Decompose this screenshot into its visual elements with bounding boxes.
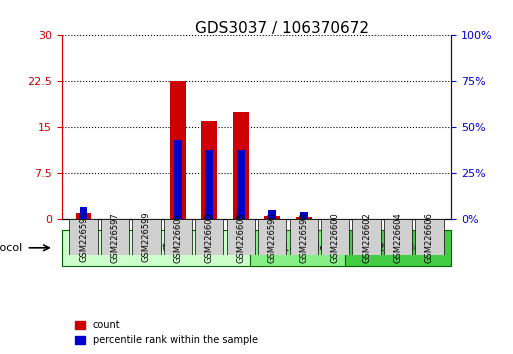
- Bar: [300, 212, 308, 219]
- FancyBboxPatch shape: [69, 219, 97, 255]
- Bar: [264, 216, 280, 219]
- Text: GSM226600: GSM226600: [330, 212, 340, 263]
- FancyBboxPatch shape: [345, 230, 451, 266]
- FancyBboxPatch shape: [384, 219, 412, 255]
- Text: GSM226606: GSM226606: [425, 212, 434, 263]
- Bar: [170, 81, 186, 219]
- Bar: [233, 112, 249, 219]
- Text: GSM226603: GSM226603: [205, 212, 214, 263]
- Bar: [268, 210, 276, 219]
- Text: GSM226599: GSM226599: [142, 212, 151, 263]
- Legend: count, percentile rank within the sample: count, percentile rank within the sample: [71, 316, 262, 349]
- FancyBboxPatch shape: [101, 219, 129, 255]
- Text: Jmjd1a depletion: Jmjd1a depletion: [263, 243, 345, 253]
- Bar: [237, 149, 245, 219]
- Bar: [205, 149, 213, 219]
- Text: GDS3037 / 106370672: GDS3037 / 106370672: [195, 21, 369, 36]
- FancyBboxPatch shape: [289, 219, 318, 255]
- Text: GSM226604: GSM226604: [393, 212, 403, 263]
- Text: Jmjd2c depletion: Jmjd2c depletion: [357, 243, 439, 253]
- FancyBboxPatch shape: [321, 219, 349, 255]
- FancyBboxPatch shape: [164, 219, 192, 255]
- Bar: [202, 121, 217, 219]
- Bar: [174, 140, 182, 219]
- Text: protocol: protocol: [0, 243, 23, 253]
- Text: GSM226605: GSM226605: [236, 212, 245, 263]
- FancyBboxPatch shape: [250, 230, 357, 266]
- Text: GSM226595: GSM226595: [79, 212, 88, 263]
- FancyBboxPatch shape: [195, 219, 224, 255]
- FancyBboxPatch shape: [62, 230, 263, 266]
- Text: GSM226596: GSM226596: [268, 212, 277, 263]
- Bar: [76, 213, 91, 219]
- Text: GSM226597: GSM226597: [110, 212, 120, 263]
- FancyBboxPatch shape: [227, 219, 255, 255]
- FancyBboxPatch shape: [258, 219, 286, 255]
- FancyBboxPatch shape: [416, 219, 444, 255]
- Text: GSM226602: GSM226602: [362, 212, 371, 263]
- Text: control: control: [145, 243, 179, 253]
- Bar: [80, 207, 88, 219]
- Text: GSM226601: GSM226601: [173, 212, 183, 263]
- FancyBboxPatch shape: [132, 219, 161, 255]
- FancyBboxPatch shape: [352, 219, 381, 255]
- Bar: [296, 217, 311, 219]
- Text: GSM226598: GSM226598: [299, 212, 308, 263]
